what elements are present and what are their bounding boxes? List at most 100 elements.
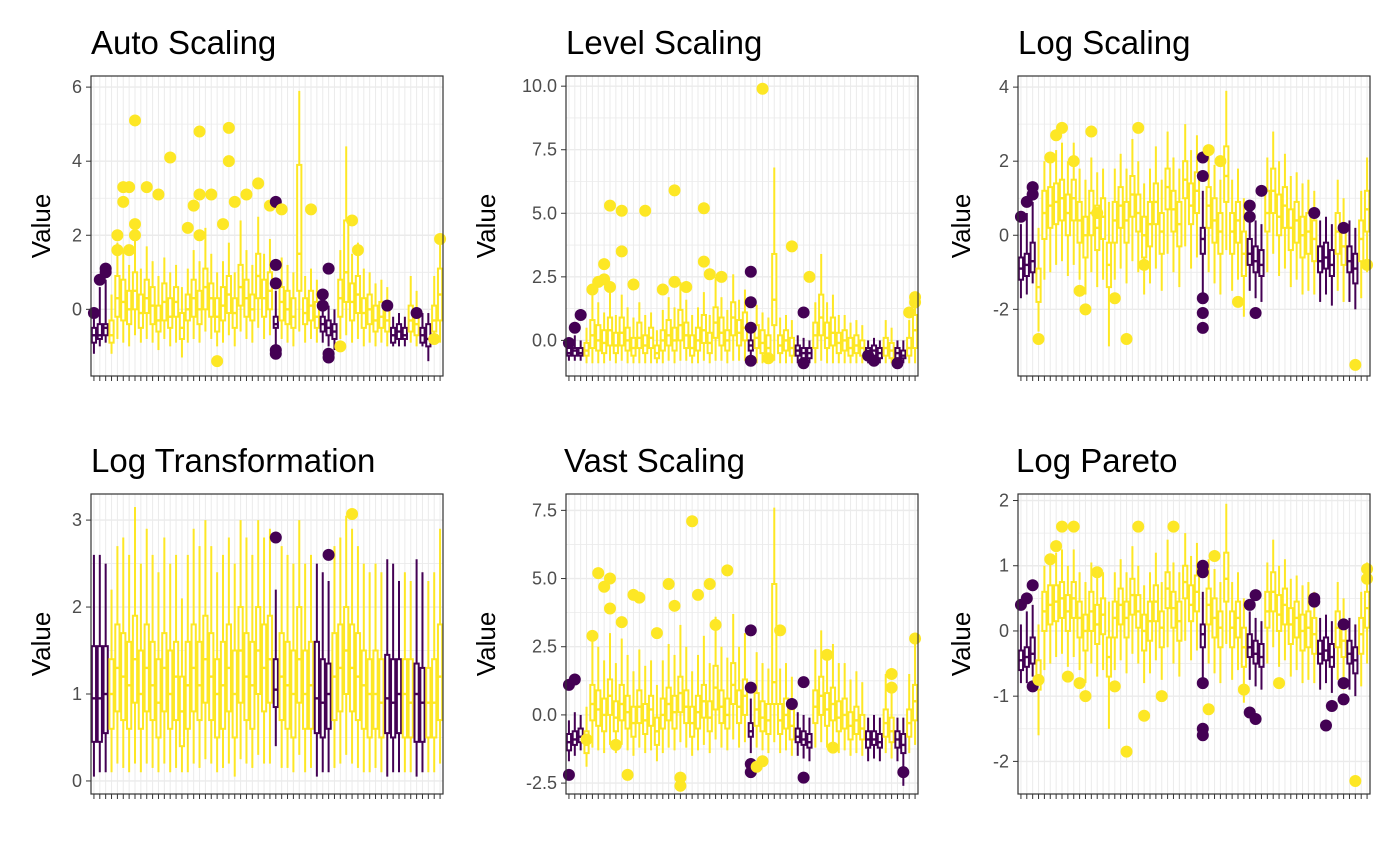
box: [1328, 249, 1335, 278]
box: [1082, 215, 1089, 259]
outlier-point: [1337, 677, 1350, 690]
y-tick-label: 6: [72, 77, 82, 97]
outlier-point: [909, 632, 922, 645]
y-tick-label: -1: [993, 686, 1009, 706]
outlier-point: [111, 244, 124, 257]
outlier-point: [1079, 690, 1092, 703]
box: [1305, 212, 1312, 255]
box: [1129, 175, 1136, 218]
outlier-point: [117, 195, 130, 208]
box: [431, 304, 438, 333]
box: [1246, 633, 1253, 659]
outlier-point: [1079, 303, 1092, 316]
outlier-point: [181, 221, 194, 234]
box: [278, 286, 285, 322]
box: [653, 344, 661, 360]
outlier-point: [269, 277, 282, 290]
panel-border: [565, 493, 919, 795]
box: [378, 658, 385, 739]
box: [1187, 584, 1195, 623]
outlier-point: [580, 733, 593, 746]
outlier-point: [609, 738, 622, 751]
outlier-point: [703, 268, 716, 281]
box: [1187, 182, 1195, 226]
box: [606, 316, 614, 347]
outlier-point: [1196, 170, 1209, 182]
box: [1317, 245, 1324, 274]
box: [1158, 610, 1165, 649]
outlier-point: [709, 618, 722, 631]
outlier-point: [1032, 332, 1045, 345]
box: [1281, 186, 1289, 229]
outlier-point: [1026, 579, 1039, 592]
box: [1334, 212, 1341, 255]
outlier-point: [1214, 155, 1227, 168]
box: [1199, 623, 1206, 649]
box: [178, 312, 186, 340]
box: [589, 319, 596, 350]
outlier-point: [744, 265, 757, 278]
box: [636, 321, 643, 350]
box: [296, 606, 303, 704]
outlier-point: [1196, 307, 1209, 320]
outlier-point: [1132, 121, 1145, 134]
outlier-point: [1249, 713, 1262, 725]
box: [577, 347, 584, 357]
outlier-point: [1202, 703, 1215, 716]
box: [876, 733, 883, 749]
box: [1311, 616, 1318, 655]
outlier-point: [1044, 553, 1057, 566]
outlier-point: [639, 204, 652, 217]
box: [1141, 215, 1148, 259]
box: [196, 289, 203, 326]
box: [114, 275, 121, 318]
box: [214, 658, 221, 739]
panel-auto-scaling: Auto Scaling Value 0 2 4 6: [26, 24, 447, 381]
box: [1322, 241, 1330, 270]
outlier-point: [621, 768, 634, 781]
outlier-point: [633, 591, 646, 604]
outlier-point: [1308, 595, 1321, 608]
box: [1047, 186, 1054, 229]
outlier-point: [604, 281, 616, 294]
y-tick-label: 2: [999, 151, 1009, 171]
box: [718, 316, 725, 347]
outlier-point: [1044, 151, 1057, 164]
box: [818, 293, 825, 337]
box: [1029, 636, 1036, 665]
box: [747, 722, 754, 738]
panel-title: Level Scaling: [566, 24, 762, 61]
outlier-point: [1132, 520, 1145, 533]
box: [1029, 241, 1036, 274]
box: [835, 700, 842, 733]
box: [272, 315, 279, 329]
box: [1299, 215, 1306, 259]
outlier-point: [1091, 566, 1104, 579]
box: [1117, 587, 1124, 626]
box: [1258, 643, 1265, 668]
box: [1363, 590, 1371, 629]
box: [1252, 245, 1259, 274]
outlier-point: [774, 624, 787, 637]
box: [436, 623, 444, 722]
outlier-point: [1232, 295, 1244, 308]
box: [378, 300, 385, 329]
box: [1205, 186, 1212, 229]
y-tick-label: 2: [72, 597, 82, 617]
outlier-point: [99, 266, 112, 279]
panel-title: Log Transformation: [91, 442, 375, 479]
box: [794, 727, 801, 744]
box: [302, 297, 309, 326]
box: [172, 640, 180, 722]
box: [565, 347, 573, 357]
box: [214, 297, 221, 333]
outlier-point: [1349, 358, 1362, 371]
box: [612, 331, 619, 355]
box: [624, 326, 631, 352]
box: [1299, 613, 1306, 652]
outlier-point: [592, 567, 605, 580]
box: [155, 304, 162, 333]
box: [302, 649, 309, 730]
box: [1199, 226, 1206, 255]
outlier-point: [568, 673, 581, 686]
